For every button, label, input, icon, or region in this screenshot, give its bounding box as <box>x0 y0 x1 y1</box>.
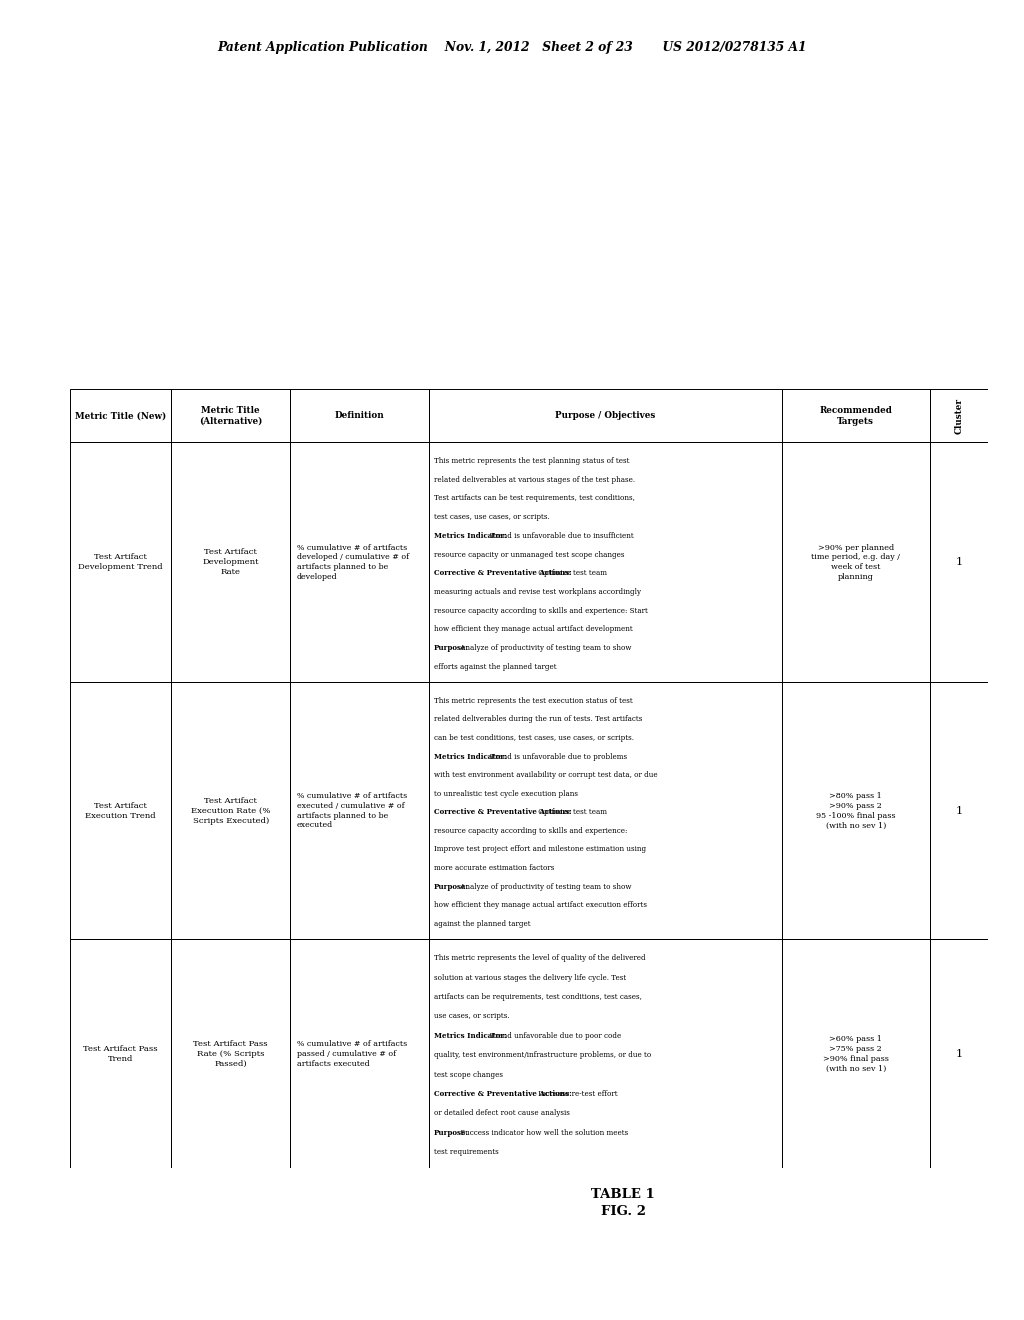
Text: Increase re-test effort: Increase re-test effort <box>536 1090 617 1098</box>
Text: >80% pass 1
>90% pass 2
95 -100% final pass
(with no sev 1): >80% pass 1 >90% pass 2 95 -100% final p… <box>816 792 895 829</box>
Bar <box>171 940 291 1168</box>
Text: use cases, or scripts.: use cases, or scripts. <box>434 1012 510 1020</box>
Text: artifacts can be requirements, test conditions, test cases,: artifacts can be requirements, test cond… <box>434 993 642 1001</box>
Text: Purpose / Objectives: Purpose / Objectives <box>555 412 655 420</box>
Bar <box>781 389 930 442</box>
Bar <box>930 442 988 682</box>
Text: Test Artifact
Development Trend: Test Artifact Development Trend <box>78 553 163 572</box>
Text: 1: 1 <box>955 557 963 568</box>
Bar <box>171 682 291 940</box>
Bar <box>171 389 291 442</box>
Text: Definition: Definition <box>335 412 385 420</box>
Text: Test artifacts can be test requirements, test conditions,: Test artifacts can be test requirements,… <box>434 495 635 503</box>
Text: quality, test environment/infrastructure problems, or due to: quality, test environment/infrastructure… <box>434 1051 651 1059</box>
Text: Purpose:: Purpose: <box>434 883 469 891</box>
Text: Cluster: Cluster <box>954 397 964 434</box>
Bar <box>930 940 988 1168</box>
Text: Corrective & Preventative Actions:: Corrective & Preventative Actions: <box>434 569 571 577</box>
Bar <box>171 442 291 682</box>
Text: resource capacity or unmanaged test scope changes: resource capacity or unmanaged test scop… <box>434 550 625 558</box>
Text: related deliverables during the run of tests. Test artifacts: related deliverables during the run of t… <box>434 715 642 723</box>
Text: Patent Application Publication    Nov. 1, 2012   Sheet 2 of 23       US 2012/027: Patent Application Publication Nov. 1, 2… <box>217 41 807 54</box>
Text: test cases, use cases, or scripts.: test cases, use cases, or scripts. <box>434 513 550 521</box>
Text: >90% per planned
time period, e.g. day /
week of test
planning: >90% per planned time period, e.g. day /… <box>811 544 900 581</box>
Text: Corrective & Preventative Actions:: Corrective & Preventative Actions: <box>434 808 571 816</box>
Text: Metric Title (New): Metric Title (New) <box>75 412 166 420</box>
Text: Optimize test team: Optimize test team <box>536 569 606 577</box>
Text: Metrics Indicator:: Metrics Indicator: <box>434 532 507 540</box>
Text: This metric represents the test planning status of test: This metric represents the test planning… <box>434 457 630 465</box>
Text: test scope changes: test scope changes <box>434 1071 503 1078</box>
Text: TABLE 1
FIG. 2: TABLE 1 FIG. 2 <box>591 1188 655 1217</box>
Text: with test environment availability or corrupt test data, or due: with test environment availability or co… <box>434 771 657 779</box>
Bar <box>291 389 429 442</box>
Bar <box>781 940 930 1168</box>
Text: Metric Title
(Alternative): Metric Title (Alternative) <box>199 405 262 426</box>
Text: Test Artifact Pass
Rate (% Scripts
Passed): Test Artifact Pass Rate (% Scripts Passe… <box>194 1040 268 1068</box>
Text: how efficient they manage actual artifact execution efforts: how efficient they manage actual artifac… <box>434 902 647 909</box>
Text: Purpose:: Purpose: <box>434 644 469 652</box>
Text: % cumulative # of artifacts
developed / cumulative # of
artifacts planned to be
: % cumulative # of artifacts developed / … <box>297 544 409 581</box>
Text: Success indicator how well the solution meets: Success indicator how well the solution … <box>458 1129 628 1137</box>
Text: resource capacity according to skills and experience: Start: resource capacity according to skills an… <box>434 607 648 615</box>
Bar <box>930 682 988 940</box>
Text: efforts against the planned target: efforts against the planned target <box>434 663 557 671</box>
Text: Analyze of productivity of testing team to show: Analyze of productivity of testing team … <box>458 644 632 652</box>
Text: 1: 1 <box>955 805 963 816</box>
Bar <box>429 682 781 940</box>
Text: more accurate estimation factors: more accurate estimation factors <box>434 865 554 873</box>
Text: Test Artifact
Execution Trend: Test Artifact Execution Trend <box>85 801 156 820</box>
Bar <box>781 442 930 682</box>
Text: Trend unfavorable due to poor code: Trend unfavorable due to poor code <box>487 1032 622 1040</box>
Text: can be test conditions, test cases, use cases, or scripts.: can be test conditions, test cases, use … <box>434 734 634 742</box>
Text: Analyze of productivity of testing team to show: Analyze of productivity of testing team … <box>458 883 632 891</box>
Text: Corrective & Preventative Actions:: Corrective & Preventative Actions: <box>434 1090 571 1098</box>
Text: to unrealistic test cycle execution plans: to unrealistic test cycle execution plan… <box>434 789 578 797</box>
Bar <box>781 682 930 940</box>
Text: Trend is unfavorable due to insufficient: Trend is unfavorable due to insufficient <box>487 532 634 540</box>
Text: Recommended
Targets: Recommended Targets <box>819 405 892 426</box>
Text: 1: 1 <box>955 1048 963 1059</box>
Text: Improve test project effort and milestone estimation using: Improve test project effort and mileston… <box>434 845 646 854</box>
Text: % cumulative # of artifacts
executed / cumulative # of
artifacts planned to be
e: % cumulative # of artifacts executed / c… <box>297 792 407 829</box>
Text: % cumulative # of artifacts
passed / cumulative # of
artifacts executed: % cumulative # of artifacts passed / cum… <box>297 1040 407 1068</box>
Bar <box>429 389 781 442</box>
Text: Metrics Indicator:: Metrics Indicator: <box>434 752 507 760</box>
Text: Test Artifact
Development
Rate: Test Artifact Development Rate <box>203 549 259 576</box>
Text: measuring actuals and revise test workplans accordingly: measuring actuals and revise test workpl… <box>434 587 641 595</box>
Text: solution at various stages the delivery life cycle. Test: solution at various stages the delivery … <box>434 974 627 982</box>
Text: resource capacity according to skills and experience:: resource capacity according to skills an… <box>434 826 628 834</box>
Bar <box>429 940 781 1168</box>
Bar <box>70 442 171 682</box>
Bar <box>70 940 171 1168</box>
Bar <box>70 682 171 940</box>
Text: Purpose:: Purpose: <box>434 1129 469 1137</box>
Bar <box>291 940 429 1168</box>
Text: Metrics Indicator:: Metrics Indicator: <box>434 1032 507 1040</box>
Text: Test Artifact
Execution Rate (%
Scripts Executed): Test Artifact Execution Rate (% Scripts … <box>190 797 270 825</box>
Text: This metric represents the test execution status of test: This metric represents the test executio… <box>434 697 633 705</box>
Text: related deliverables at various stages of the test phase.: related deliverables at various stages o… <box>434 475 635 483</box>
Bar <box>291 442 429 682</box>
Text: Test Artifact Pass
Trend: Test Artifact Pass Trend <box>83 1045 158 1063</box>
Text: >60% pass 1
>75% pass 2
>90% final pass
(with no sev 1): >60% pass 1 >75% pass 2 >90% final pass … <box>823 1035 889 1072</box>
Text: This metric represents the level of quality of the delivered: This metric represents the level of qual… <box>434 954 645 962</box>
Text: how efficient they manage actual artifact development: how efficient they manage actual artifac… <box>434 626 633 634</box>
Bar <box>429 442 781 682</box>
Text: test requirements: test requirements <box>434 1148 499 1156</box>
Text: or detailed defect root cause analysis: or detailed defect root cause analysis <box>434 1110 569 1118</box>
Bar <box>291 682 429 940</box>
Text: Trend is unfavorable due to problems: Trend is unfavorable due to problems <box>487 752 627 760</box>
Text: against the planned target: against the planned target <box>434 920 530 928</box>
Bar <box>70 389 171 442</box>
Text: Optimize test team: Optimize test team <box>536 808 606 816</box>
Bar <box>930 389 988 442</box>
